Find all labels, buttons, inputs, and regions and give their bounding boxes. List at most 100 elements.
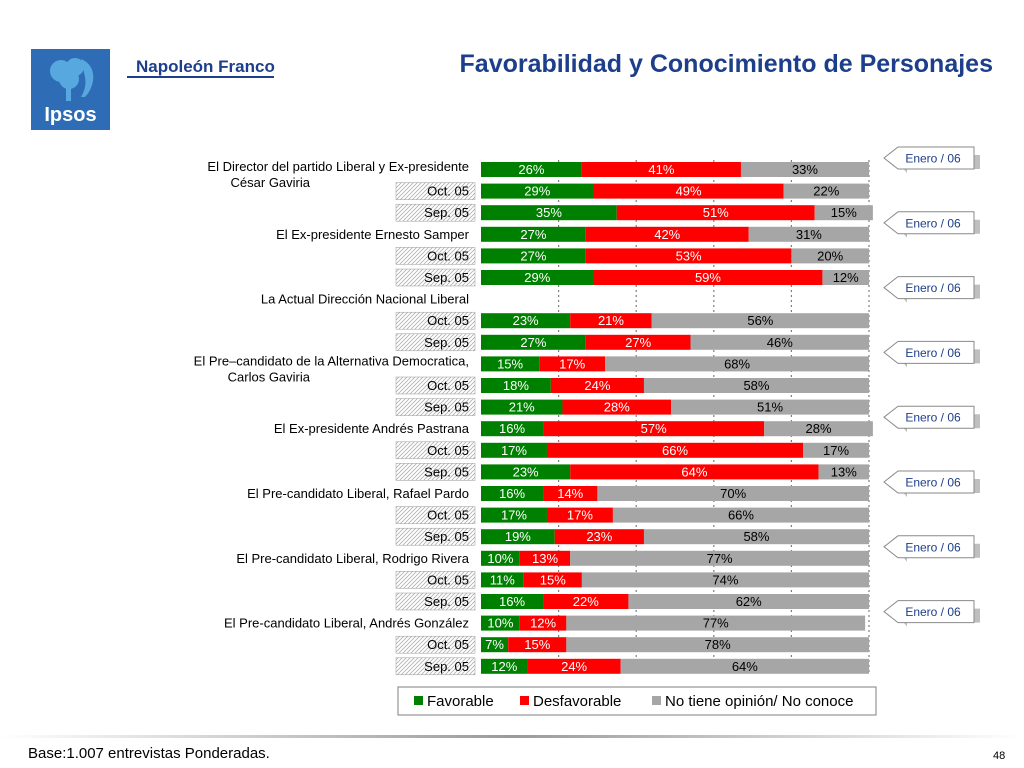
badge-label: Enero / 06: [905, 605, 961, 619]
bar-segment-favorable: [481, 313, 571, 329]
data-label: 53%: [676, 248, 702, 263]
bar-segment-favorable: [481, 464, 571, 480]
bar-segment-desfavorable: [508, 637, 567, 653]
data-label: 14%: [557, 486, 583, 501]
chart-row-group-8: El Pre-candidato Liberal, Andrés Gonzále…: [224, 615, 866, 631]
badge-arrow-icon: [883, 146, 975, 170]
period-label-bg: [395, 463, 476, 481]
chart-row: Sep. 05 19% 23% 58%: [395, 527, 869, 546]
data-label: 29%: [524, 270, 550, 285]
data-label: 59%: [695, 270, 721, 285]
bar-segment-favorable: [481, 378, 551, 393]
badge-arrow-icon: [883, 340, 975, 364]
data-label: 49%: [676, 184, 702, 199]
data-label: 15%: [497, 356, 523, 371]
data-label: 13%: [532, 551, 558, 566]
data-label: 15%: [524, 637, 550, 652]
enero-badge: Enero / 06: [883, 535, 980, 562]
data-label: 31%: [796, 227, 822, 242]
bar-segment-no-opinion: [643, 529, 869, 545]
bar-segment-favorable: [481, 226, 586, 242]
bar-segment-desfavorable: [523, 572, 582, 588]
data-label: 62%: [736, 594, 762, 609]
enero-badge: Enero / 06: [883, 211, 980, 238]
enero-badge: Enero / 06: [883, 340, 980, 368]
chart-row: Sep. 05 29% 59% 12%: [395, 268, 869, 287]
bar-segment-desfavorable: [519, 615, 567, 631]
period-label-bg: [395, 592, 476, 611]
period-label-bg: [395, 376, 476, 395]
chart-legend: Favorable Desfavorable No tiene opinión/ N…: [397, 686, 877, 716]
bar-segment-desfavorable: [543, 421, 765, 437]
data-label: 7%: [485, 637, 504, 652]
period-label: Oct. 05: [427, 572, 469, 587]
enero-badge: Enero / 06: [883, 405, 980, 433]
bar-segment-favorable: [481, 529, 555, 545]
period-label: Sep. 05: [424, 205, 469, 220]
chart-row: Sep. 05 21% 28% 51%: [395, 398, 869, 416]
data-label: 42%: [654, 227, 680, 242]
bar-segment-desfavorable: [593, 270, 823, 285]
chart-row: Sep. 05 16% 22% 62%: [395, 592, 869, 611]
legend-label: Desfavorable: [533, 693, 621, 710]
category-label: El Ex-presidente Ernesto Samper: [276, 227, 470, 242]
period-label: Sep. 05: [424, 335, 469, 350]
data-label: 66%: [662, 443, 688, 458]
brand-name: Napoleón Franco: [136, 57, 275, 76]
data-label: 58%: [743, 529, 769, 544]
bar-segment-desfavorable: [543, 486, 598, 501]
bar-segment-desfavorable: [570, 464, 819, 480]
data-label: 28%: [604, 400, 630, 415]
data-label: 64%: [681, 464, 707, 479]
period-label-bg: [395, 571, 476, 589]
bar-segment-desfavorable: [546, 442, 804, 458]
data-label: 17%: [823, 443, 849, 458]
bar-segment-favorable: [481, 572, 524, 588]
badge-label: Enero / 06: [905, 476, 961, 490]
badge-label: Enero / 06: [905, 540, 961, 554]
period-label: Sep. 05: [424, 400, 469, 415]
bar-segment-favorable: [481, 615, 520, 631]
data-label: 23%: [513, 464, 539, 479]
bar-segment-desfavorable: [570, 313, 652, 329]
chart-row: Oct. 05 27% 53% 20%: [395, 247, 869, 265]
bar-segment-no-opinion: [566, 637, 869, 653]
period-label-bg: [395, 657, 476, 676]
badge-arrow-icon: [883, 535, 975, 559]
data-label: 46%: [767, 335, 793, 350]
period-label: Oct. 05: [427, 637, 469, 652]
page-title: Favorabilidad y Conocimiento de Personaj…: [459, 50, 993, 78]
data-label: 64%: [732, 659, 758, 674]
data-label: 77%: [703, 616, 729, 631]
data-label: 74%: [712, 572, 738, 587]
legend-label: No tiene opinión/ No conoce: [665, 693, 853, 710]
bar-segment-no-opinion: [783, 183, 869, 199]
bar-segment-favorable: [481, 442, 547, 458]
data-label: 18%: [503, 378, 529, 393]
chart-row-group-2: El Ex-presidente Ernesto Samper 27% 42% 31%: [276, 226, 869, 242]
badge-arrow-icon: [883, 600, 975, 624]
bar-segment-favorable: [481, 399, 563, 415]
chart-row-group-7: El Pre-candidato Liberal, Rodrigo Rivera…: [236, 550, 869, 566]
category-label: El Pre-candidato Liberal, Rafael Pardo: [247, 486, 469, 501]
chart-row: Oct. 05 29% 49% 22%: [395, 182, 869, 200]
data-label: 27%: [520, 227, 546, 242]
period-label-bg: [395, 311, 476, 330]
data-label: 21%: [598, 313, 624, 328]
tree-figure-icon: [50, 58, 94, 101]
enero-badge: Enero / 06: [883, 146, 980, 173]
data-label: 17%: [559, 356, 585, 371]
footer-divider: [0, 735, 1024, 738]
period-label: Sep. 05: [424, 464, 469, 479]
bar-segment-favorable: [481, 637, 509, 653]
data-label: 66%: [728, 508, 754, 523]
badge-arrow-icon: [883, 405, 975, 429]
bar-segment-no-opinion: [597, 486, 869, 501]
legend-item: Desfavorable: [520, 693, 621, 710]
chart-row-group-1: El Director del partido Liberal y Ex-pre…: [207, 159, 869, 190]
bar-segment-no-opinion: [671, 399, 869, 415]
brand-underline: [127, 76, 274, 78]
bar-segment-desfavorable: [562, 399, 672, 415]
bar-segment-no-opinion: [690, 334, 869, 350]
data-label: 29%: [524, 184, 550, 199]
